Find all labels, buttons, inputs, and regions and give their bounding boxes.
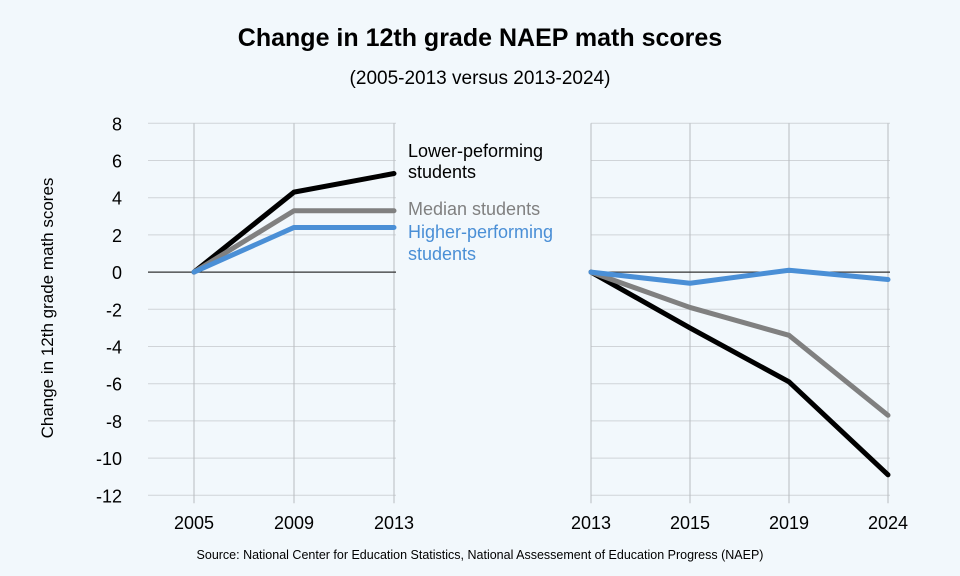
y-tick-label: 8 [112, 114, 122, 134]
y-tick-label: 6 [112, 152, 122, 172]
y-tick-label: 2 [112, 226, 122, 246]
x-tick-label: 2005 [174, 513, 214, 533]
series-line-higher-1 [588, 267, 891, 286]
x-tick-label: 2009 [274, 513, 314, 533]
y-tick-label: 0 [112, 263, 122, 283]
series-line-median-1 [588, 269, 891, 418]
y-tick-label: -4 [106, 338, 122, 358]
series-line-lower-1 [588, 269, 891, 478]
y-tick-label: -8 [106, 412, 122, 432]
y-tick-label: -6 [106, 375, 122, 395]
legend-label: Higher-performing [408, 222, 553, 242]
legend-label: Median students [408, 199, 540, 219]
x-tick-label: 2024 [868, 513, 908, 533]
chart-title: Change in 12th grade NAEP math scores [237, 24, 723, 52]
x-tick-label: 2015 [670, 513, 710, 533]
y-tick-label: -12 [96, 486, 122, 506]
y-tick-label: -2 [106, 300, 122, 320]
x-tick-label: 2019 [769, 513, 809, 533]
legend-label: students [408, 162, 476, 182]
source-note: Source: National Center for Education St… [196, 548, 764, 562]
y-tick-label: -10 [96, 449, 122, 469]
y-tick-label: 4 [112, 189, 122, 209]
legend-label: Lower-peforming [408, 141, 543, 161]
chart-subtitle: (2005-2013 versus 2013-2024) [349, 68, 611, 89]
x-tick-label: 2013 [374, 513, 414, 533]
legend-label: students [408, 244, 476, 264]
x-tick-label: 2013 [571, 513, 611, 533]
